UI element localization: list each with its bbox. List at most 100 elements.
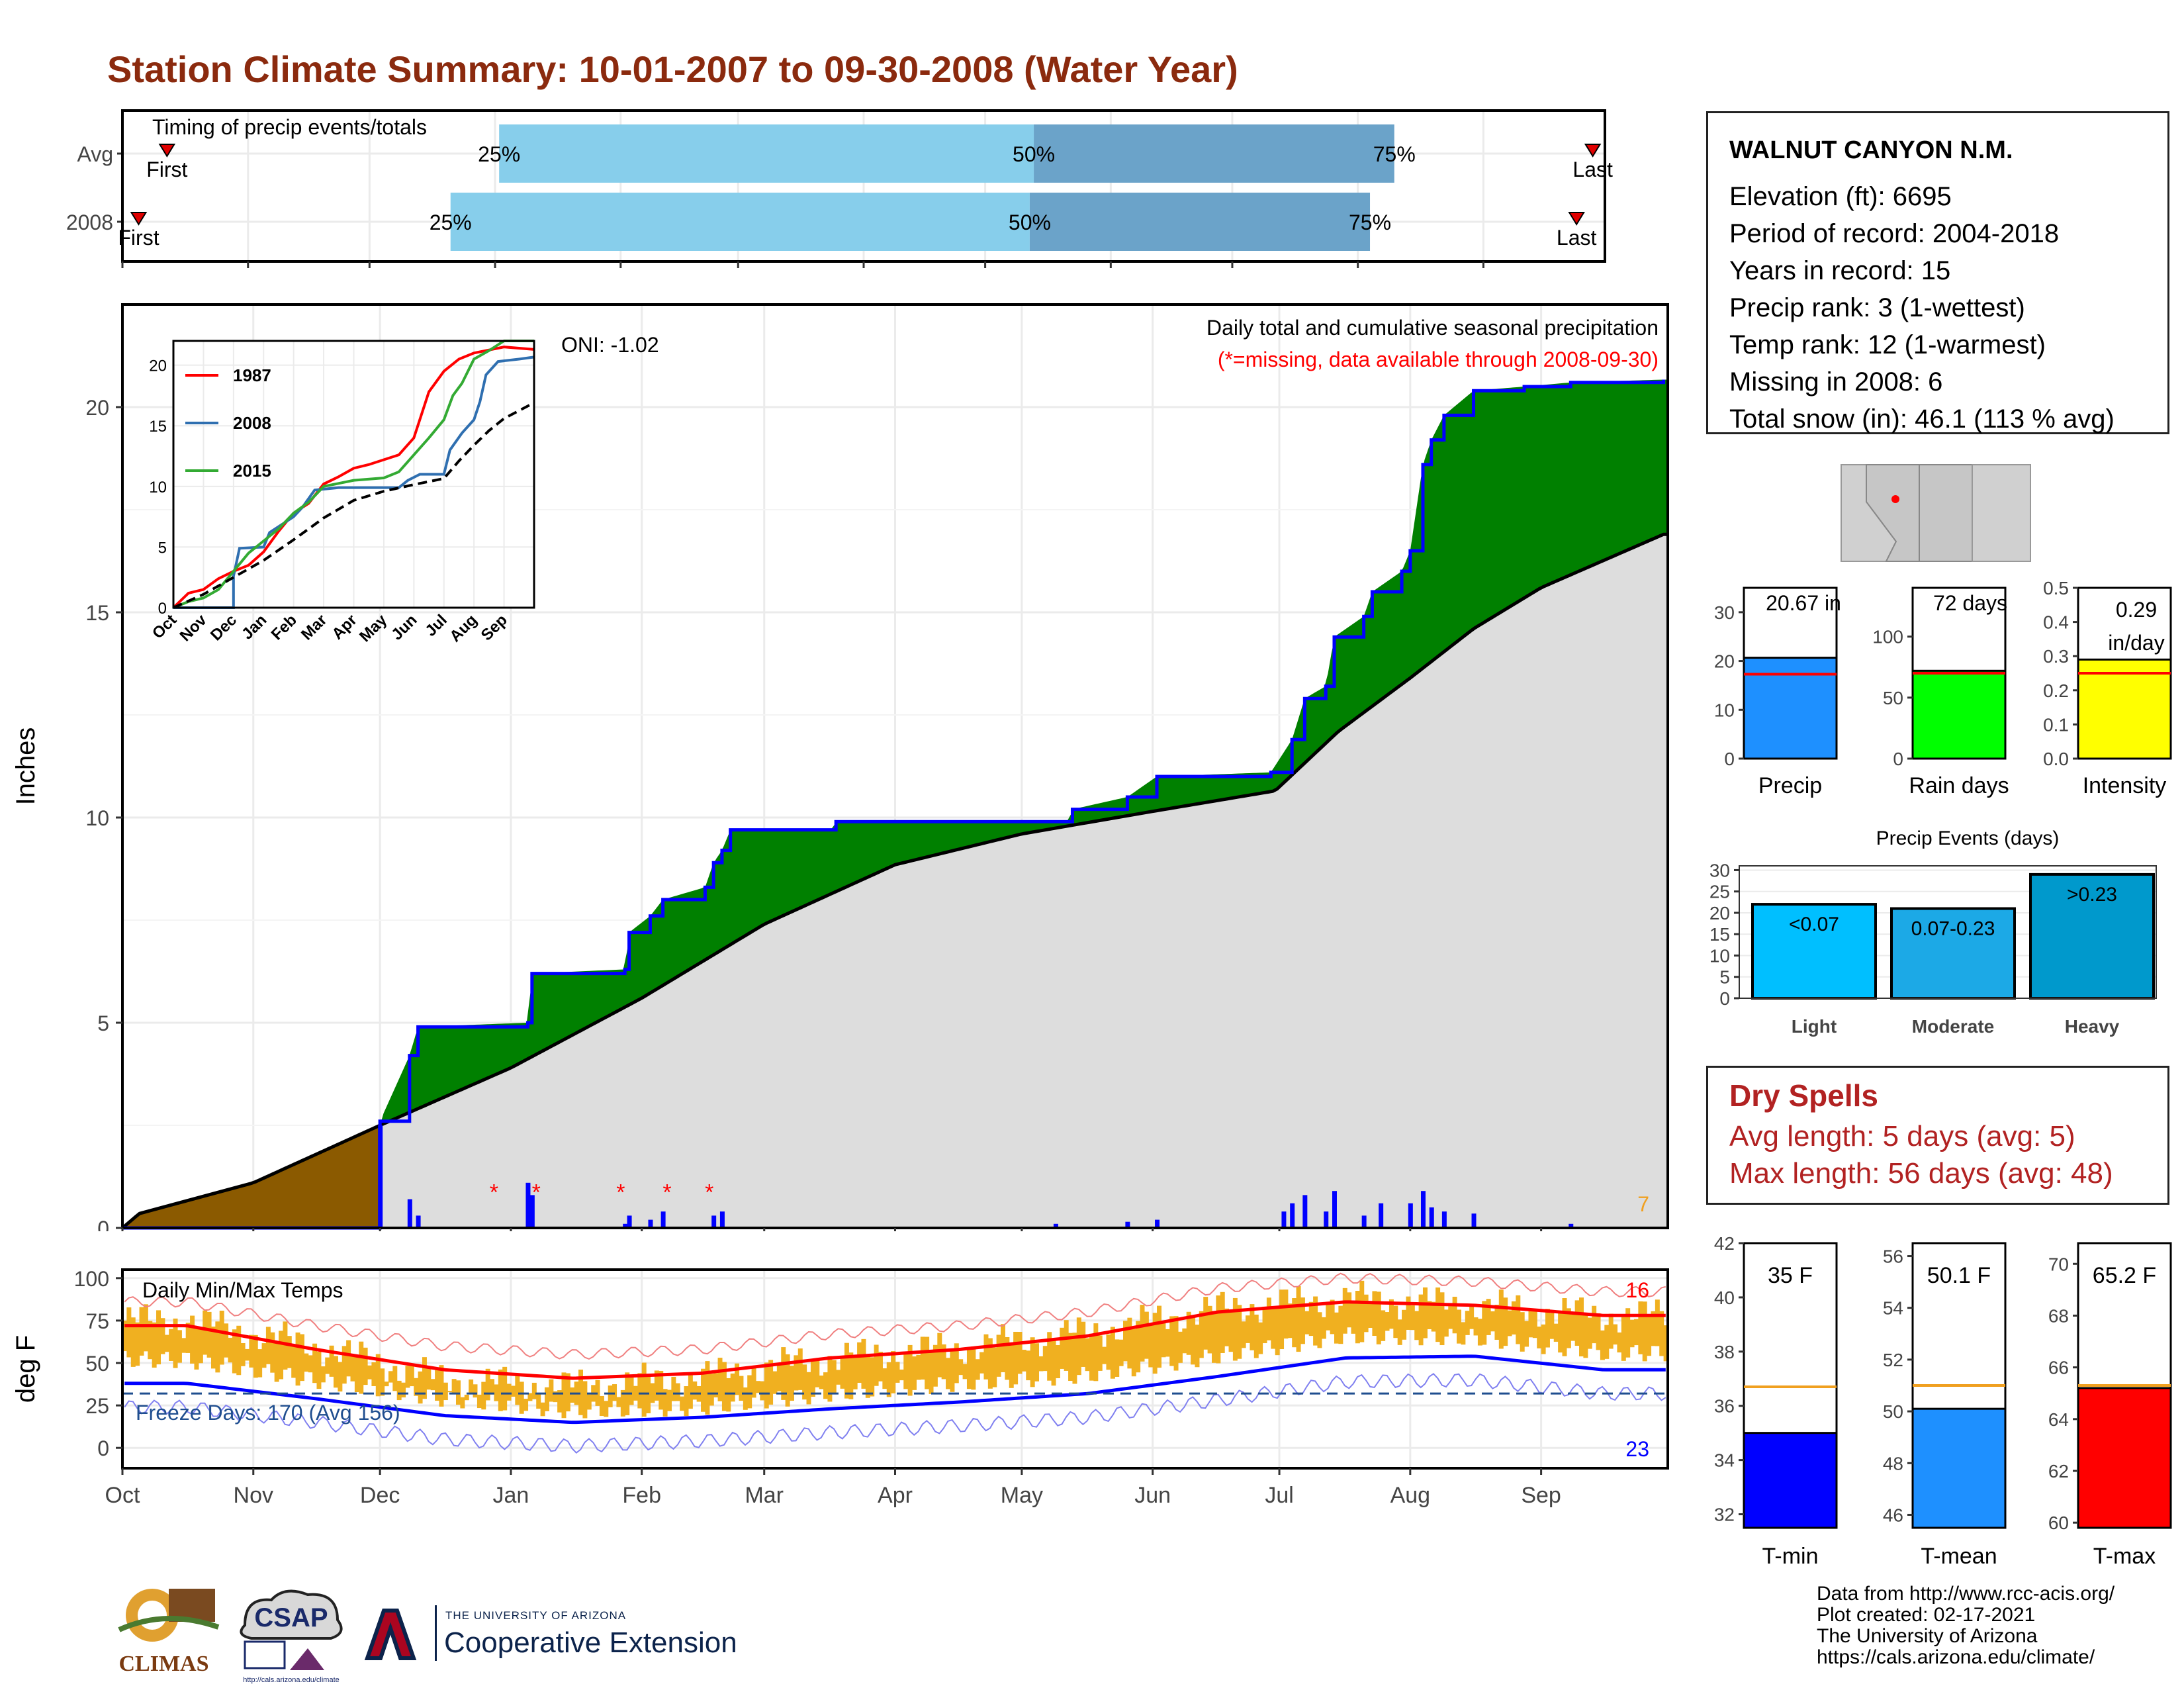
daily-temp-bar <box>1342 1288 1347 1334</box>
daily-temp-bar <box>1241 1321 1246 1348</box>
daily-precip-bar <box>407 1199 412 1228</box>
daily-temp-bar <box>1621 1317 1626 1361</box>
daily-temp-bar <box>1393 1305 1398 1338</box>
tsum-bar-T-mean <box>1911 1407 2007 1529</box>
daily-temp-bar <box>485 1368 490 1401</box>
corner-count: 7 <box>1637 1192 1649 1216</box>
daily-temp-bar <box>865 1355 870 1398</box>
daily-temp-bar <box>177 1330 182 1363</box>
daily-precip-bar <box>378 1125 383 1228</box>
climas-logo-text: CLIMAS <box>118 1652 209 1676</box>
daily-temp-bar <box>1647 1316 1652 1356</box>
daily-temp-bar <box>261 1343 267 1368</box>
summary-bars: 0 10 20 30 Precip 0 50 100 Rain days 0.0 0.1 0.2 0.3… <box>1714 578 2172 798</box>
station-temp-rank: Temp rank: 12 (1-warmest) <box>1729 330 2046 359</box>
daily-temp-bar <box>1191 1315 1196 1365</box>
daily-temp-bar <box>363 1347 368 1385</box>
daily-temp-bar <box>662 1389 668 1417</box>
tsum-category-label: T-min <box>1762 1544 1819 1569</box>
station-period: Period of record: 2004-2018 <box>1729 219 2060 248</box>
daily-temp-bar <box>650 1383 655 1403</box>
daily-temp-bar <box>1115 1339 1120 1377</box>
summary-ytick-label: 20 <box>1714 651 1735 672</box>
temp-xtick-label: May <box>1001 1483 1043 1508</box>
timing-last-label: Last <box>1572 158 1613 181</box>
surplus-area <box>380 379 1668 1126</box>
daily-temp-bar <box>523 1399 529 1411</box>
ua-name: THE UNIVERSITY OF ARIZONA <box>445 1609 627 1622</box>
precip-ytick-label: 20 <box>85 396 109 420</box>
daily-temp-bar <box>1042 1346 1048 1372</box>
daily-temp-bar <box>156 1310 161 1365</box>
avg-min-line <box>124 1354 1666 1425</box>
daily-temp-bar <box>1060 1327 1065 1369</box>
daily-temp-bar <box>1574 1300 1580 1346</box>
record-low-line <box>124 1373 1666 1454</box>
daily-temp-bar <box>899 1369 904 1381</box>
daily-temp-bar <box>1157 1305 1162 1368</box>
daily-temp-bar <box>515 1374 520 1405</box>
daily-temp-bar <box>143 1304 148 1352</box>
daily-temp-bar <box>1381 1310 1386 1341</box>
daily-temp-bar <box>1633 1319 1639 1346</box>
daily-temp-bar <box>1246 1315 1251 1343</box>
daily-temp-bar <box>1195 1325 1200 1368</box>
daily-temp-bar <box>346 1340 351 1377</box>
temp-xtick-label: Oct <box>105 1483 140 1508</box>
daily-temp-bar <box>666 1389 672 1411</box>
missing-marker: * <box>662 1180 671 1205</box>
daily-temp-bar <box>726 1378 731 1412</box>
summary-category-label: Rain days <box>1909 773 2009 798</box>
daily-temp-bar <box>1368 1303 1373 1328</box>
daily-temp-bar <box>992 1347 997 1387</box>
inset-legend-label: 1987 <box>233 365 271 385</box>
precip-total-label: 20.67 in <box>1766 591 1841 615</box>
daily-temp-bar <box>173 1318 178 1368</box>
daily-temp-bar <box>637 1373 643 1409</box>
daily-temp-bar <box>1355 1291 1360 1344</box>
daily-precip-bar <box>529 1195 535 1228</box>
daily-temp-bar <box>747 1375 752 1409</box>
daily-temp-bar <box>1486 1299 1491 1335</box>
daily-temp-bar <box>996 1335 1001 1377</box>
daily-temp-bar <box>1258 1322 1263 1354</box>
daily-precip-bar <box>1302 1195 1308 1228</box>
temp-ytick-label: 100 <box>74 1267 109 1291</box>
inset-series-2008 <box>173 355 535 609</box>
daily-temp-bar <box>595 1380 600 1406</box>
timing-first-label: First <box>118 226 159 250</box>
climas-logo: CLIMAS <box>106 1582 222 1681</box>
station-precip-rank: Precip rank: 3 (1-wettest) <box>1729 293 2025 322</box>
summary-ytick-label: 0.2 <box>2043 680 2069 701</box>
daily-temp-bar <box>659 1370 664 1410</box>
daily-temp-bar <box>1021 1350 1026 1372</box>
daily-temp-bar <box>815 1360 820 1387</box>
daily-temp-bar <box>1435 1287 1441 1342</box>
daily-temp-bar <box>599 1395 604 1417</box>
daily-temp-bar <box>1266 1297 1271 1340</box>
daily-temp-bar <box>1406 1296 1411 1330</box>
daily-precip-bar <box>627 1215 632 1228</box>
daily-temp-bar <box>203 1310 208 1355</box>
summary-category-label: Intensity <box>2083 773 2167 798</box>
daily-temp-bar <box>1089 1333 1094 1381</box>
daily-temp-bar <box>401 1382 406 1398</box>
summary-bar-Rain days <box>1911 669 2007 760</box>
daily-temp-bar <box>1081 1321 1086 1367</box>
tsum-ytick-label: 50 <box>1883 1401 1903 1422</box>
tsum-ytick-label: 32 <box>1714 1505 1735 1525</box>
daily-temp-bar <box>680 1396 685 1411</box>
rain-days-label: 72 days <box>1933 591 2007 615</box>
daily-temp-bar <box>418 1371 423 1404</box>
daily-temp-bar <box>1152 1313 1158 1374</box>
daily-temp-bar <box>1532 1309 1537 1338</box>
daily-temp-bar <box>274 1342 279 1382</box>
tsum-value-label: 65.2 F <box>2093 1263 2156 1288</box>
daily-temp-bar <box>384 1382 389 1387</box>
tsum-ytick-label: 68 <box>2048 1305 2069 1326</box>
record-high-line <box>124 1272 1666 1360</box>
timing-chart: 25% 50% 75% First Last Avg 25% 50% 75% First Last 2… <box>66 109 1613 268</box>
daily-temp-bar <box>1457 1309 1461 1344</box>
daily-temp-bar <box>1334 1312 1339 1344</box>
daily-temp-bar <box>215 1321 220 1373</box>
